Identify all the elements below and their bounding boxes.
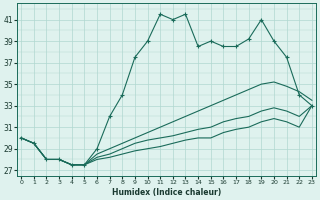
X-axis label: Humidex (Indice chaleur): Humidex (Indice chaleur): [112, 188, 221, 197]
